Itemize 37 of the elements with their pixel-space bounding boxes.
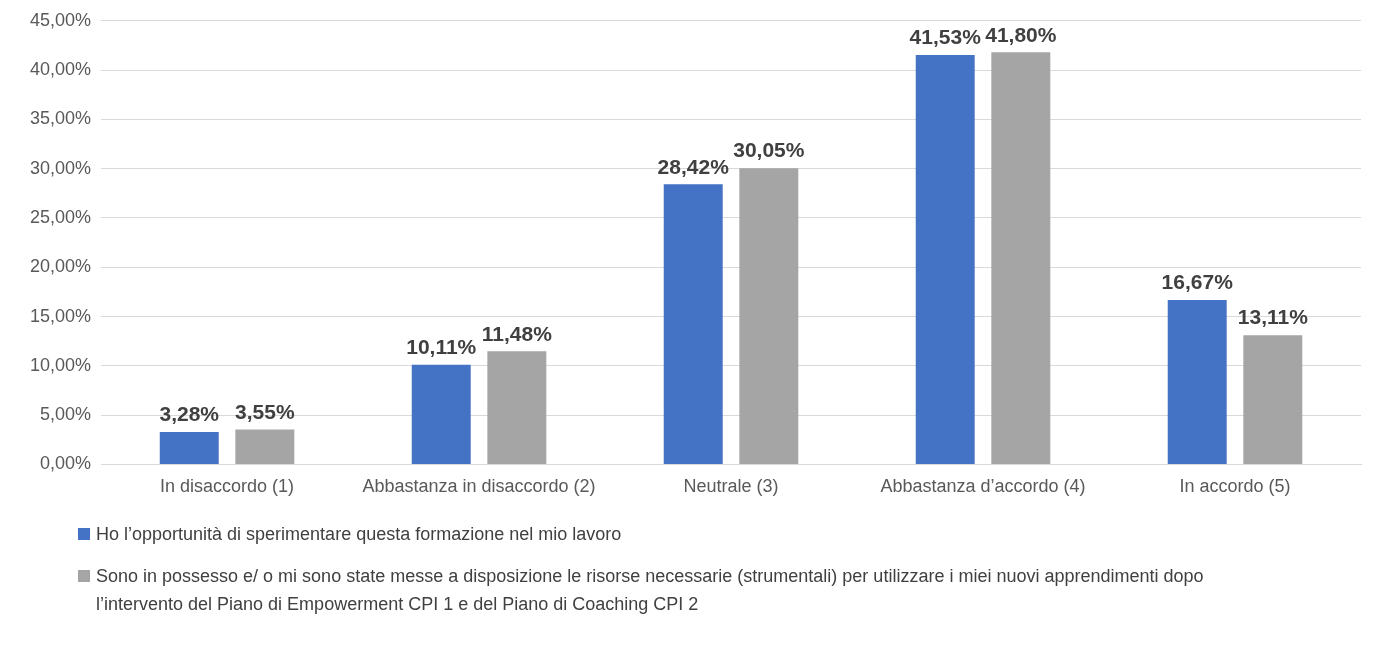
data-label: 11,48%: [481, 321, 553, 345]
bar: [739, 168, 799, 464]
bar: [235, 429, 295, 464]
data-label: 13,11%: [1237, 305, 1309, 329]
y-tick-label: 0,00%: [40, 453, 92, 474]
y-tick-label: 10,00%: [29, 354, 92, 375]
data-label: 3,28%: [159, 402, 220, 426]
bar: [487, 351, 547, 464]
legend-label: Sono in possesso e/ o mi sono state messe a disposizione le risorse necessarie (strumentali) per utilizzare i miei nuovi apprendimenti dopo l’intervento del Piano di Empowerment CPI 1 e del Piano di Coaching CPI 2: [96, 565, 1205, 616]
data-label: 3,55%: [235, 399, 295, 423]
y-tick-label: 25,00%: [29, 206, 92, 227]
y-tick-label: 5,00%: [40, 404, 92, 425]
bar: [991, 52, 1051, 464]
y-tick-label: 35,00%: [29, 108, 92, 129]
x-tick-label: Abbastanza in disaccordo (2): [362, 476, 596, 497]
y-tick-label: 40,00%: [29, 59, 92, 80]
data-label: 28,42%: [657, 154, 730, 178]
bar: [1167, 300, 1227, 464]
data-label: 30,05%: [733, 138, 805, 162]
data-label: 41,53%: [909, 25, 982, 49]
bar: [411, 364, 471, 464]
bar: [159, 432, 219, 464]
y-tick-label: 30,00%: [29, 157, 92, 178]
x-tick-label: In disaccordo (1): [160, 476, 295, 497]
data-label: 41,80%: [985, 22, 1057, 46]
y-tick-label: 45,00%: [29, 9, 92, 30]
bar: [915, 55, 975, 464]
data-label: 10,11%: [406, 335, 477, 359]
x-tick-label: In accordo (5): [1179, 476, 1291, 497]
y-tick-label: 20,00%: [29, 256, 92, 277]
bar: [1243, 335, 1303, 464]
data-label: 16,67%: [1161, 270, 1234, 294]
x-tick-label: Abbastanza d’accordo (4): [880, 476, 1086, 497]
legend-label: Ho l’opportunità di sperimentare questa formazione nel mio lavoro: [96, 523, 622, 546]
y-tick-label: 15,00%: [29, 305, 92, 326]
bar: [663, 184, 723, 464]
x-tick-label: Neutrale (3): [683, 476, 779, 497]
